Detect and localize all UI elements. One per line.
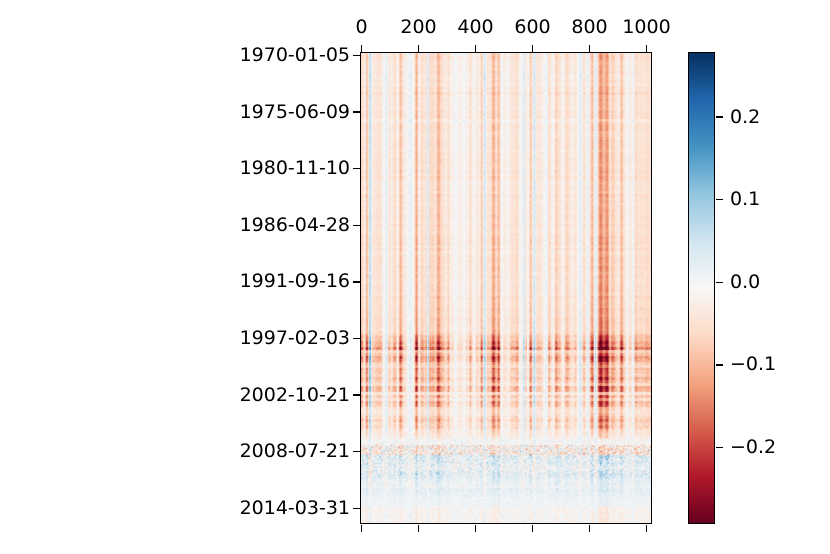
x-tick-top [588,45,591,52]
y-tick-left [353,507,360,510]
x-tick-bottom [645,525,648,532]
y-tick-label: 1970-01-05 [239,44,350,66]
x-tick-label: 600 [514,16,551,38]
x-tick-label: 200 [400,16,437,38]
y-tick-left [353,111,360,113]
x-tick-top [474,45,477,52]
y-tick-left [353,54,360,57]
colorbar-tick [716,281,723,284]
x-tick-bottom [360,525,363,532]
x-tick-bottom [417,525,420,532]
y-tick-label: 2014-03-31 [239,496,350,519]
y-tick-label: 2008-07-21 [239,440,350,463]
x-tick-top [531,45,534,52]
colorbar-tick-label: −0.2 [730,436,777,458]
colorbar-tick-label: 0.2 [730,105,761,128]
y-tick-label: 1991-09-16 [239,270,350,293]
colorbar-tick [716,364,723,366]
y-tick-label: 1980-11-10 [239,157,350,180]
x-tick-label: 1000 [622,16,671,38]
colorbar-tick [716,446,723,449]
heatmap-canvas [361,53,651,523]
x-tick-top [417,45,420,52]
x-tick-bottom [474,525,477,532]
y-tick-label: 1986-04-28 [239,213,350,236]
y-tick-label: 1975-06-09 [239,100,350,123]
x-tick-top [360,45,363,52]
colorbar-tick-label: −0.1 [730,353,777,376]
colorbar-tick [716,198,723,201]
x-tick-label: 800 [571,16,608,38]
colorbar-gradient [688,52,715,524]
colorbar-tick [716,116,723,118]
y-tick-left [353,337,360,340]
y-tick-left [353,224,360,227]
x-tick-label: 0 [355,16,368,38]
y-tick-left [353,394,360,396]
y-tick-label: 2002-10-21 [239,383,350,406]
x-tick-top [645,45,648,52]
plot-area [360,52,652,524]
colorbar-tick-label: 0.0 [730,270,761,293]
y-tick-left [353,450,360,453]
x-tick-bottom [531,525,534,532]
y-tick-label: 1997-02-03 [239,327,350,349]
colorbar-tick-label: 0.1 [730,188,761,211]
y-tick-left [353,167,360,170]
x-tick-bottom [588,525,591,532]
y-tick-left [353,281,360,283]
x-tick-label: 400 [457,16,494,38]
